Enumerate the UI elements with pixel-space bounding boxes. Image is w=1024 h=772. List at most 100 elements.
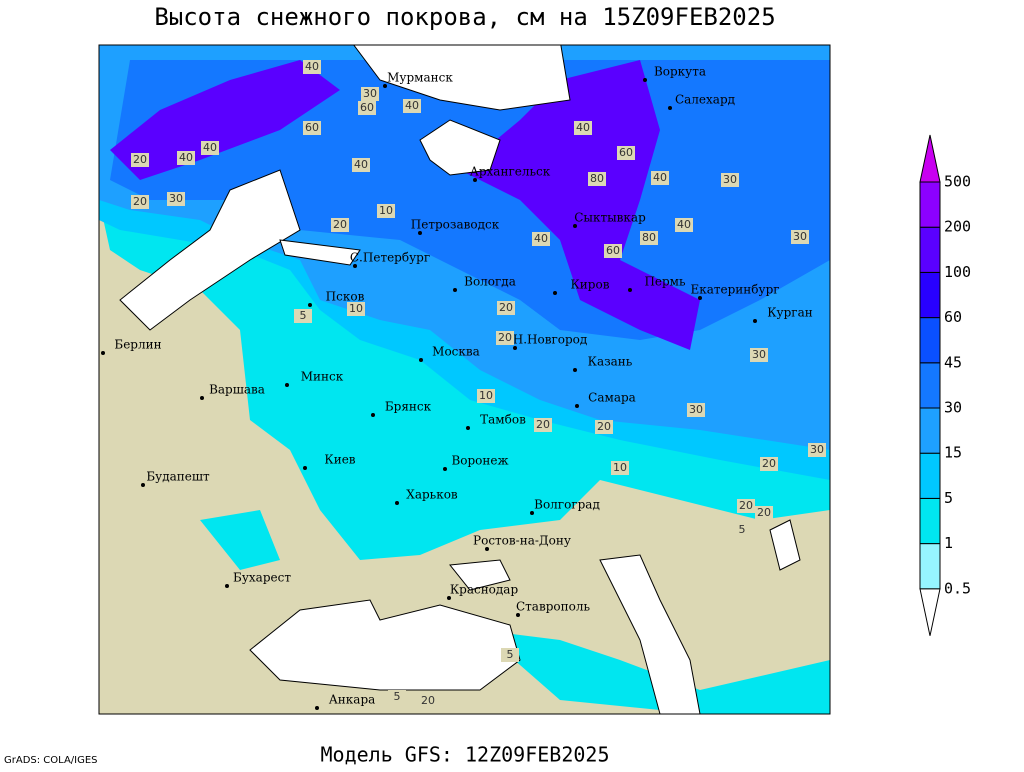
title: Высота снежного покрова, см на 15Z09FEB2… xyxy=(154,3,775,31)
contour-label-box xyxy=(419,694,437,708)
contour-label-box xyxy=(604,244,622,258)
city-dot xyxy=(225,584,229,588)
contour-label: 5 xyxy=(300,309,307,322)
city-dot xyxy=(371,413,375,417)
contour-label-box xyxy=(675,218,693,232)
contour-label-box xyxy=(617,146,635,160)
contour-label: 30 xyxy=(723,173,737,186)
colorbar-label: 1 xyxy=(944,534,953,552)
contour-label-box xyxy=(177,151,195,165)
colorbar-box xyxy=(919,317,941,364)
contour-label: 20 xyxy=(133,153,147,166)
city-label: Ставрополь xyxy=(516,600,590,614)
colorbar-box xyxy=(919,543,941,590)
contour-label-box xyxy=(294,309,312,323)
contour-label-box xyxy=(303,121,321,135)
contour-label: 40 xyxy=(677,218,691,231)
contour-label: 20 xyxy=(333,218,347,231)
contour-label: 20 xyxy=(536,418,550,431)
contour-label: 60 xyxy=(360,101,374,114)
colorbar-box xyxy=(919,362,941,409)
city-label: Сыктывкар xyxy=(574,211,646,225)
contour-label-box xyxy=(588,172,606,186)
city-label: Бухарест xyxy=(233,571,291,585)
city-label: Киров xyxy=(571,278,610,292)
city-dot xyxy=(315,706,319,710)
city-label: Мурманск xyxy=(387,71,453,85)
contour-label-box xyxy=(534,418,552,432)
contour-label: 20 xyxy=(757,506,771,519)
city-label: Ростов-на-Дону xyxy=(473,534,571,548)
city-label: Пермь xyxy=(644,275,686,289)
contour-label: 30 xyxy=(793,230,807,243)
contour-label-box xyxy=(721,173,739,187)
contour-label: 30 xyxy=(752,348,766,361)
contour-label-box xyxy=(750,348,768,362)
city-dot xyxy=(643,78,647,82)
city-dot xyxy=(553,291,557,295)
city-label: Воронеж xyxy=(451,454,508,468)
contour-label: 20 xyxy=(421,694,435,707)
contour-label-box xyxy=(201,141,219,155)
contour-label: 20 xyxy=(133,195,147,208)
contour-label-box xyxy=(477,389,495,403)
city-label: Анкара xyxy=(329,693,376,707)
contour-label-box xyxy=(403,99,421,113)
map-frame xyxy=(98,44,831,715)
contour-label: 20 xyxy=(499,301,513,314)
colorbar-label: 100 xyxy=(944,263,971,281)
contour-label: 80 xyxy=(642,231,656,244)
contour-label: 10 xyxy=(479,389,493,402)
contour-label: 40 xyxy=(576,121,590,134)
colorbar-box xyxy=(919,226,941,273)
contour-label-box xyxy=(352,158,370,172)
city-dot xyxy=(447,596,451,600)
colorbar-label: 500 xyxy=(944,173,971,191)
contour-label-box xyxy=(331,218,349,232)
city-label: Казань xyxy=(588,355,633,369)
contour-label: 20 xyxy=(739,499,753,512)
contour-label: 40 xyxy=(179,151,193,164)
city-dot xyxy=(141,483,145,487)
contour-label: 40 xyxy=(305,60,319,73)
colorbar-label: 45 xyxy=(944,353,962,371)
contour-label-box xyxy=(640,231,658,245)
contour-label: 5 xyxy=(739,523,746,536)
city-dot xyxy=(395,501,399,505)
city-dot xyxy=(573,224,577,228)
contour-label-box xyxy=(497,301,515,315)
contour-label-box xyxy=(496,331,514,345)
contour-label: 10 xyxy=(613,461,627,474)
colorbar-label: 15 xyxy=(944,444,962,462)
contour-label-box xyxy=(733,523,751,537)
city-label: Самара xyxy=(588,391,636,405)
contour-label: 5 xyxy=(507,648,514,661)
city-dot xyxy=(419,358,423,362)
contour-label: 30 xyxy=(169,192,183,205)
city-dot xyxy=(668,106,672,110)
colorbar-high xyxy=(919,134,941,183)
contour-label-box xyxy=(737,499,755,513)
contour-label: 20 xyxy=(762,457,776,470)
city-dot xyxy=(530,511,534,515)
city-label: Петрозаводск xyxy=(411,218,500,232)
contour-label-box xyxy=(611,461,629,475)
city-label: Курган xyxy=(767,306,812,320)
colorbar-label: 60 xyxy=(944,308,962,326)
contour-label: 60 xyxy=(619,146,633,159)
contour-label-box xyxy=(755,506,773,520)
contour-label-box xyxy=(361,87,379,101)
contour-label-box xyxy=(532,232,550,246)
city-dot xyxy=(573,368,577,372)
city-label: Минск xyxy=(301,370,344,384)
city-dot xyxy=(101,351,105,355)
city-dot xyxy=(383,84,387,88)
city-label: Архангельск xyxy=(470,165,551,179)
contour-label: 80 xyxy=(590,172,604,185)
city-label: Воркута xyxy=(654,65,706,79)
city-dot xyxy=(443,467,447,471)
city-dot xyxy=(466,426,470,430)
contour-label-box xyxy=(501,648,519,662)
city-dot xyxy=(353,264,357,268)
